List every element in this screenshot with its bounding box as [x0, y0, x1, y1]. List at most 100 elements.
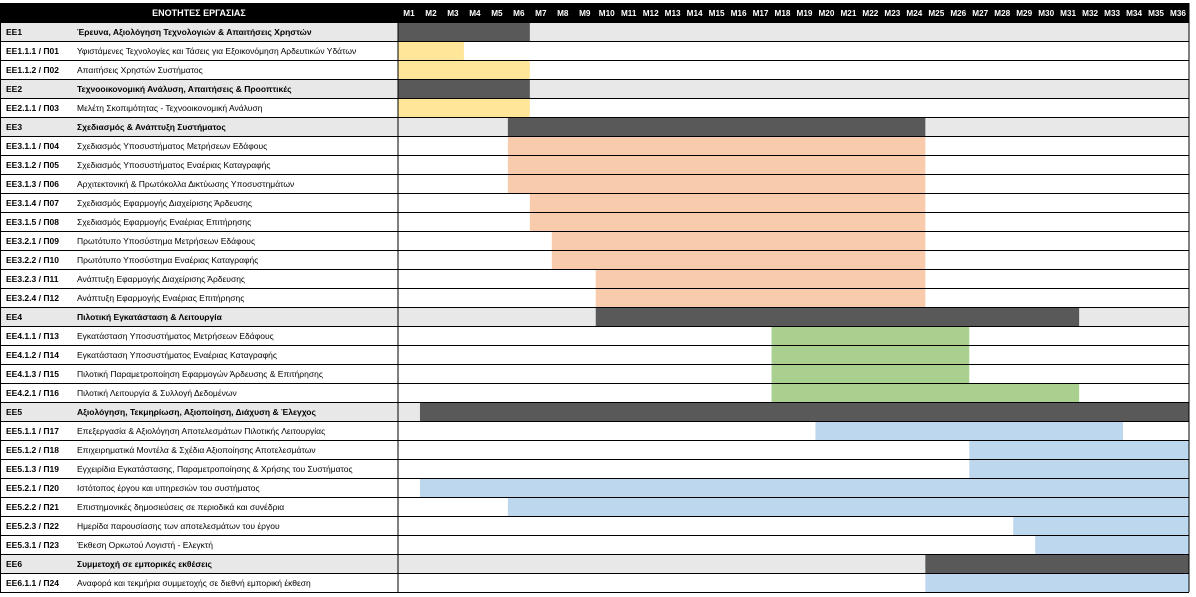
row-label: Πιλοτική Λειτουργία & Συλλογή Δεδομένων — [77, 388, 237, 398]
gantt-bar — [925, 554, 1189, 573]
gantt-bar — [398, 22, 530, 41]
month-tick-label: M32 — [1082, 9, 1098, 18]
month-tick-label: M24 — [906, 9, 922, 18]
row-label: Επιχειρηματικά Μοντέλα & Σχέδια Αξιοποίη… — [77, 445, 316, 455]
row-code: ΕΕ5 — [6, 407, 22, 417]
month-tick-label: M11 — [621, 9, 637, 18]
group-row-bg — [0, 554, 1189, 573]
month-tick-label: M19 — [797, 9, 813, 18]
gantt-bar — [771, 383, 1080, 402]
month-tick-label: M27 — [972, 9, 988, 18]
gantt-bar — [925, 573, 1189, 592]
gantt-bar — [398, 41, 464, 60]
row-code: ΕΕ3.1.1 / Π04 — [6, 141, 59, 151]
gantt-bar — [969, 440, 1189, 459]
row-code: ΕΕ6.1.1 / Π24 — [6, 578, 59, 588]
month-tick-label: M10 — [599, 9, 615, 18]
month-tick-label: M34 — [1126, 9, 1142, 18]
row-label: Αρχιτεκτονική & Πρωτόκολλα Δικτύωσης Υπο… — [77, 179, 294, 189]
row-label: Εγκατάσταση Υποσυστήματος Μετρήσεων Εδάφ… — [77, 331, 274, 341]
gantt-bar — [507, 174, 926, 193]
row-label: Αξιολόγηση, Τεκμηρίωση, Αξιοποίηση, Διάχ… — [77, 407, 316, 417]
row-code: ΕΕ5.2.3 / Π22 — [6, 521, 59, 531]
month-tick-label: M21 — [840, 9, 856, 18]
month-tick-label: M7 — [535, 9, 547, 18]
gantt-bar — [507, 497, 1190, 516]
row-label: Συμμετοχή σε εμπορικές εκθέσεις — [77, 559, 213, 569]
month-tick-label: M29 — [1016, 9, 1032, 18]
row-code: ΕΕ6 — [6, 559, 22, 569]
month-tick-label: M33 — [1104, 9, 1120, 18]
row-label: Σχεδιασμός Υποσυστήματος Εναέριας Καταγρ… — [77, 160, 271, 170]
month-tick-label: M25 — [928, 9, 944, 18]
month-tick-label: M30 — [1038, 9, 1054, 18]
month-tick-label: M18 — [775, 9, 791, 18]
row-label: Υφιστάμενες Τεχνολογίες και Τάσεις για Ε… — [77, 46, 356, 56]
row-label: Ανάπτυξη Εφαρμογής Εναέριας Επιτήρησης — [77, 293, 244, 303]
row-code: ΕΕ4.1.2 / Π14 — [6, 350, 59, 360]
row-label: Επιστημονικές δημοσιεύσεις σε περιοδικά … — [77, 502, 284, 512]
gantt-bar — [595, 288, 926, 307]
month-tick-label: M23 — [884, 9, 900, 18]
month-tick-label: M1 — [403, 9, 415, 18]
row-label: Απαιτήσεις Χρηστών Συστήματος — [77, 65, 203, 75]
row-code: ΕΕ3.1.2 / Π05 — [6, 160, 59, 170]
row-code: ΕΕ4.2.1 / Π16 — [6, 388, 59, 398]
row-code: ΕΕ3.2.4 / Π12 — [6, 293, 59, 303]
row-code: ΕΕ2.1.1 / Π03 — [6, 103, 59, 113]
group-row-bg — [0, 22, 1189, 41]
header-title: ΕΝΟΤΗΤΕΣ ΕΡΓΑΣΙΑΣ — [152, 8, 246, 18]
gantt-bar — [551, 231, 926, 250]
row-code: ΕΕ1.1.2 / Π02 — [6, 65, 59, 75]
gantt-bar — [815, 421, 1124, 440]
gantt-bar — [507, 117, 926, 136]
gantt-bar — [595, 307, 1080, 326]
month-tick-label: M14 — [687, 9, 703, 18]
month-tick-label: M6 — [513, 9, 525, 18]
gantt-bar — [1013, 516, 1189, 535]
row-label: Ημερίδα παρουσίασης των αποτελεσμάτων το… — [77, 521, 280, 531]
row-label: Σχεδιασμός & Ανάπτυξη Συστήματος — [77, 122, 226, 132]
gantt-bar — [771, 364, 970, 383]
gantt-bar — [551, 250, 926, 269]
gantt-bar — [969, 459, 1189, 478]
row-code: ΕΕ5.2.1 / Π20 — [6, 483, 59, 493]
row-code: ΕΕ4.1.3 / Π15 — [6, 369, 59, 379]
gantt-bar — [398, 98, 530, 117]
row-code: ΕΕ5.1.2 / Π18 — [6, 445, 59, 455]
month-tick-label: M15 — [709, 9, 725, 18]
month-tick-label: M20 — [818, 9, 834, 18]
row-code: ΕΕ3.1.3 / Π06 — [6, 179, 59, 189]
row-code: ΕΕ3.2.1 / Π09 — [6, 236, 59, 246]
gantt-bar — [419, 478, 1189, 497]
gantt-bar — [595, 269, 926, 288]
row-code: ΕΕ1 — [6, 27, 22, 37]
row-label: Πρωτότυπο Υποσύστημα Εναέριας Καταγραφής — [77, 255, 258, 265]
row-code: ΕΕ5.2.2 / Π21 — [6, 502, 59, 512]
month-tick-label: M2 — [425, 9, 437, 18]
row-label: Μελέτη Σκοπιμότητας - Τεχνοοικονομική Αν… — [77, 103, 263, 113]
row-code: ΕΕ3.1.5 / Π08 — [6, 217, 59, 227]
month-tick-label: M16 — [731, 9, 747, 18]
month-tick-label: M9 — [579, 9, 591, 18]
row-label: Πιλοτική Εγκατάσταση & Λειτουργία — [77, 312, 223, 322]
row-label: Εγχειρίδια Εγκατάστασης, Παραμετροποίηση… — [77, 464, 353, 474]
gantt-bar — [419, 402, 1189, 421]
month-tick-label: M36 — [1170, 9, 1186, 18]
row-code: ΕΕ3.2.3 / Π11 — [6, 274, 59, 284]
row-label: Σχεδιασμός Υποσυστήματος Μετρήσεων Εδάφο… — [77, 141, 267, 151]
row-code: ΕΕ3.1.4 / Π07 — [6, 198, 59, 208]
row-code: ΕΕ5.1.1 / Π17 — [6, 426, 59, 436]
row-label: Εγκατάσταση Υποσυστήματος Εναέριας Καταγ… — [77, 350, 277, 360]
row-code: ΕΕ3 — [6, 122, 22, 132]
month-tick-label: M22 — [862, 9, 878, 18]
gantt-bar — [507, 155, 926, 174]
row-code: ΕΕ4 — [6, 312, 22, 322]
month-tick-label: M26 — [950, 9, 966, 18]
gantt-bar — [529, 212, 926, 231]
row-label: Έκθεση Ορκωτού Λογιστή - Ελεγκτή — [76, 540, 213, 550]
month-tick-label: M5 — [491, 9, 503, 18]
row-code: ΕΕ4.1.1 / Π13 — [6, 331, 59, 341]
row-label: Ανάπτυξη Εφαρμογής Διαχείρισης Άρδευσης — [77, 274, 245, 284]
